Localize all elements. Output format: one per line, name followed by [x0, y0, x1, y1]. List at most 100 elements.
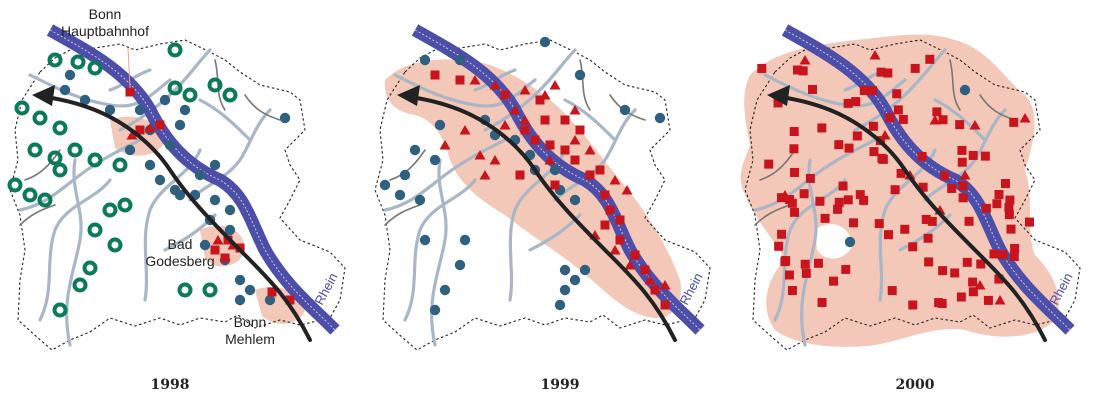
route-arrowhead: [767, 85, 790, 106]
square-marker: [790, 167, 800, 177]
dot-marker: [559, 284, 571, 296]
label-bonn-hauptbahnhof: Bonn Hauptbahnhof: [60, 6, 150, 40]
label-bonn-mehlem-line1: Bonn: [233, 314, 267, 330]
square-marker: [817, 123, 827, 133]
square-marker: [125, 87, 135, 97]
square-marker: [992, 199, 1002, 209]
square-marker: [958, 181, 968, 191]
square-marker: [808, 84, 818, 94]
triangle-marker: [539, 90, 551, 100]
dot-marker: [559, 264, 571, 276]
square-marker: [787, 286, 797, 296]
square-marker: [940, 171, 950, 181]
dot-marker: [439, 284, 451, 296]
road: [878, 148, 937, 302]
ring-marker: [67, 142, 83, 158]
ring-marker: [37, 192, 53, 208]
square-marker: [868, 121, 878, 131]
ring-marker: [87, 152, 103, 168]
square-marker: [615, 215, 625, 225]
ring-marker: [72, 277, 88, 293]
square-marker: [1009, 251, 1019, 261]
triangle-marker: [549, 80, 561, 90]
dot-marker: [159, 94, 171, 106]
ring-marker: [27, 142, 43, 158]
dot-marker: [454, 54, 466, 66]
dot-marker: [539, 36, 551, 48]
ring-marker: [52, 302, 68, 318]
river-centerline: [784, 29, 1071, 331]
hbf-leader-line: [127, 47, 131, 89]
dot-marker: [279, 112, 291, 124]
dot-marker: [579, 264, 591, 276]
dot-marker: [209, 194, 221, 206]
square-marker: [540, 115, 550, 125]
square-marker: [455, 75, 465, 85]
square-marker: [660, 300, 670, 310]
ring-marker: [207, 77, 223, 93]
square-marker: [855, 190, 865, 200]
route-arrowhead: [32, 85, 55, 106]
square-marker: [630, 250, 640, 260]
minor-road: [759, 149, 796, 181]
city-boundary: [9, 39, 346, 351]
road: [143, 148, 202, 302]
square-marker: [1004, 203, 1014, 213]
map-panel-1999: Rhein: [374, 24, 711, 351]
label-bonn-mehlem-line2: Mehlem: [225, 331, 275, 347]
dot-marker: [199, 239, 211, 251]
dot-marker: [414, 194, 426, 206]
triangle-marker: [879, 130, 891, 140]
square-marker: [851, 97, 861, 107]
square-marker: [883, 230, 893, 240]
square-marker: [267, 287, 277, 297]
dot-marker: [104, 104, 116, 116]
square-marker: [560, 145, 570, 155]
square-marker: [829, 276, 839, 286]
triangle-marker: [994, 295, 1006, 305]
dot-marker: [434, 119, 446, 131]
route-arrow-line: [771, 94, 1047, 342]
triangle-marker: [969, 120, 981, 130]
dot-marker: [419, 234, 431, 246]
ring-marker: [52, 120, 68, 136]
square-marker: [757, 63, 767, 73]
triangle-marker: [474, 150, 486, 160]
square-marker: [784, 270, 794, 280]
dot-marker: [164, 139, 176, 151]
ring-marker: [167, 42, 183, 58]
square-marker: [600, 220, 610, 230]
square-marker: [908, 300, 918, 310]
square-marker: [815, 196, 825, 206]
triangle-marker: [479, 170, 491, 180]
square-marker: [947, 183, 957, 193]
dot-marker: [399, 169, 411, 181]
label-bad-godesberg: Bad Godesberg: [140, 236, 220, 270]
square-marker: [924, 257, 934, 267]
square-marker: [600, 190, 610, 200]
square-marker: [585, 170, 595, 180]
square-marker: [210, 245, 220, 255]
road: [773, 178, 847, 322]
label-bonn-mehlem: Bonn Mehlem: [210, 314, 290, 348]
dot-marker: [79, 94, 91, 106]
square-marker: [777, 229, 787, 239]
road: [430, 158, 448, 347]
square-marker: [917, 152, 927, 162]
dot-marker: [134, 104, 146, 116]
square-marker: [805, 173, 815, 183]
square-marker: [640, 265, 650, 275]
dot-marker: [574, 69, 586, 81]
triangle-marker: [609, 175, 621, 185]
square-marker: [859, 195, 869, 205]
square-marker: [834, 197, 844, 207]
minor-road: [244, 94, 281, 121]
minor-road: [214, 59, 226, 111]
square-marker: [925, 54, 935, 64]
dot-marker: [654, 112, 666, 124]
square-marker: [520, 125, 530, 135]
dot-marker: [569, 274, 581, 286]
square-marker: [938, 115, 948, 125]
ring-marker: [177, 282, 193, 298]
